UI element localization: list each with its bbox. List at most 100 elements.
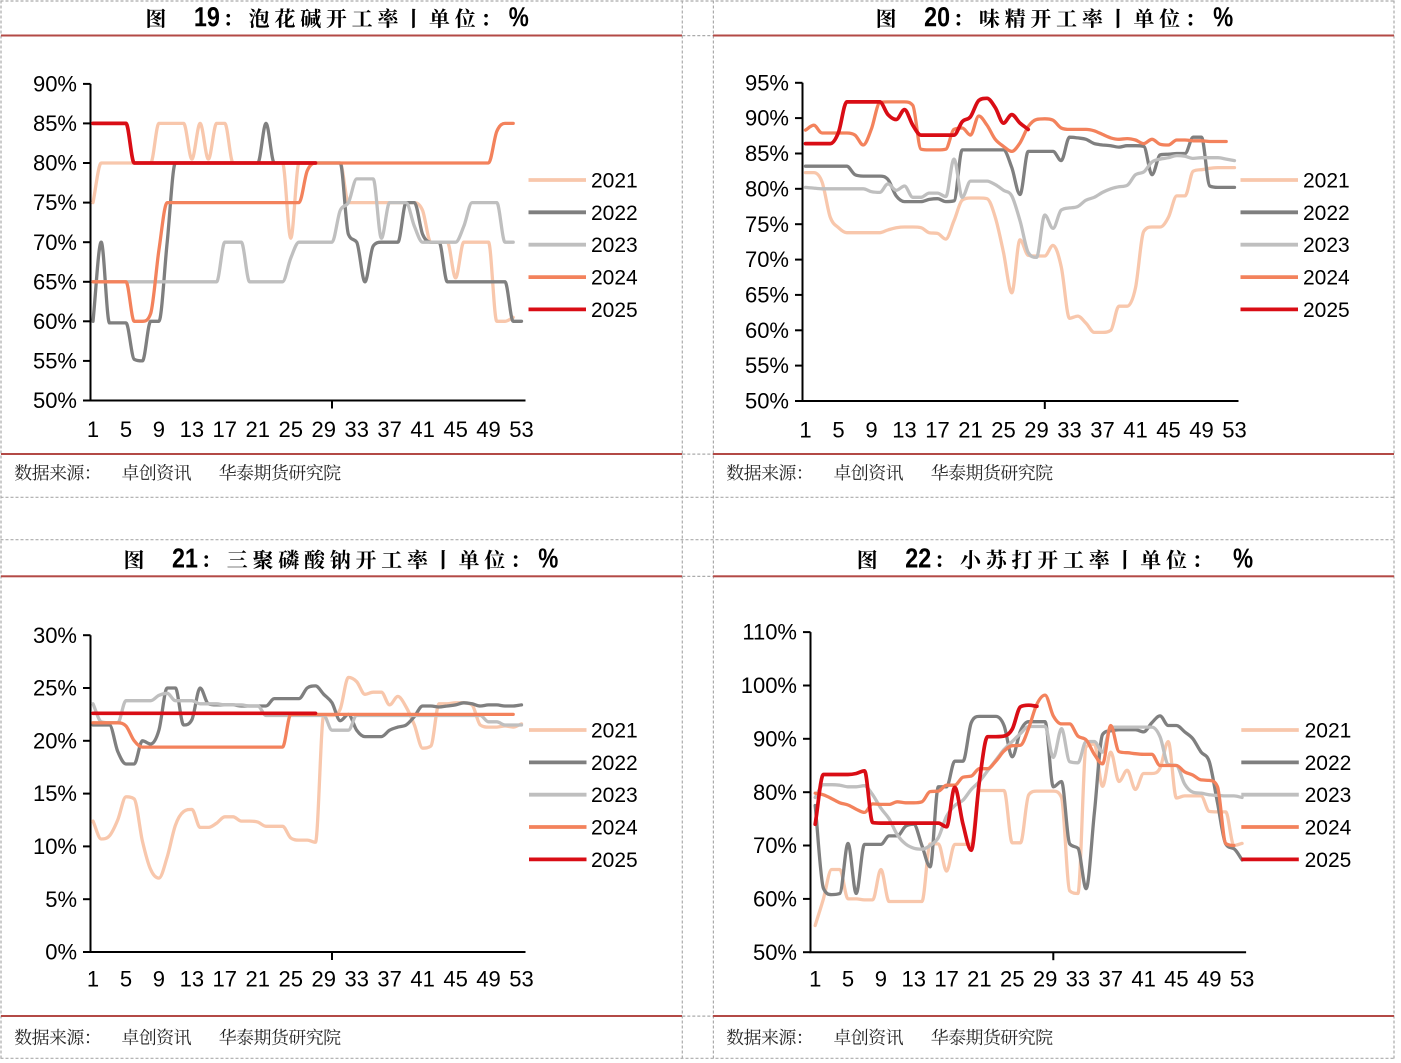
svg-text:2025: 2025	[1305, 849, 1352, 872]
svg-text:21: 21	[958, 418, 982, 443]
svg-text:65%: 65%	[33, 269, 77, 294]
svg-text:29: 29	[1033, 967, 1057, 992]
svg-text:9: 9	[875, 967, 887, 992]
svg-text:41: 41	[1131, 967, 1155, 992]
svg-text:55%: 55%	[33, 349, 77, 374]
svg-text:5: 5	[120, 417, 132, 442]
svg-text:13: 13	[180, 966, 204, 991]
svg-text:2023: 2023	[1303, 234, 1350, 257]
svg-text:50%: 50%	[33, 388, 77, 413]
svg-text:5%: 5%	[45, 887, 77, 912]
svg-text:41: 41	[410, 417, 434, 442]
svg-text:13: 13	[180, 417, 204, 442]
svg-text:5: 5	[842, 967, 854, 992]
svg-text:25: 25	[279, 417, 303, 442]
svg-text:9: 9	[865, 418, 877, 443]
svg-text:50%: 50%	[753, 940, 797, 965]
svg-text:1: 1	[87, 966, 99, 991]
svg-text:37: 37	[1099, 967, 1123, 992]
svg-text:45: 45	[443, 417, 467, 442]
svg-text:21: 21	[246, 966, 270, 991]
svg-text:21: 21	[246, 417, 270, 442]
svg-text:33: 33	[344, 417, 368, 442]
svg-text:95%: 95%	[745, 70, 789, 95]
svg-text:1: 1	[87, 417, 99, 442]
svg-text:2023: 2023	[1305, 784, 1352, 807]
svg-text:5: 5	[120, 966, 132, 991]
svg-text:49: 49	[476, 966, 500, 991]
svg-text:41: 41	[410, 966, 434, 991]
svg-text:60%: 60%	[745, 318, 789, 343]
svg-text:10%: 10%	[33, 834, 77, 859]
svg-text:80%: 80%	[745, 176, 789, 201]
svg-text:15%: 15%	[33, 781, 77, 806]
svg-text:30%: 30%	[33, 623, 77, 648]
svg-text:70%: 70%	[745, 247, 789, 272]
svg-text:45: 45	[443, 966, 467, 991]
svg-text:29: 29	[1024, 418, 1048, 443]
svg-text:45: 45	[1164, 967, 1188, 992]
svg-text:2025: 2025	[1303, 299, 1350, 322]
svg-text:37: 37	[377, 966, 401, 991]
svg-text:9: 9	[153, 417, 165, 442]
svg-text:53: 53	[509, 417, 533, 442]
svg-text:25%: 25%	[33, 676, 77, 701]
svg-text:17: 17	[934, 967, 958, 992]
svg-text:2021: 2021	[591, 719, 638, 742]
svg-text:2023: 2023	[591, 784, 638, 807]
svg-text:13: 13	[901, 967, 925, 992]
svg-text:5: 5	[832, 418, 844, 443]
svg-text:53: 53	[1222, 418, 1246, 443]
svg-text:100%: 100%	[741, 673, 797, 698]
svg-text:33: 33	[344, 966, 368, 991]
svg-text:49: 49	[1197, 967, 1221, 992]
svg-text:75%: 75%	[745, 212, 789, 237]
svg-text:25: 25	[991, 418, 1015, 443]
svg-text:1: 1	[809, 967, 821, 992]
svg-text:37: 37	[377, 417, 401, 442]
svg-text:9: 9	[153, 966, 165, 991]
svg-text:2023: 2023	[591, 234, 638, 257]
svg-text:41: 41	[1123, 418, 1147, 443]
svg-text:33: 33	[1066, 967, 1090, 992]
svg-text:29: 29	[311, 417, 335, 442]
svg-text:17: 17	[213, 966, 237, 991]
svg-text:2022: 2022	[1305, 752, 1352, 775]
svg-text:25: 25	[1000, 967, 1024, 992]
svg-text:33: 33	[1057, 418, 1081, 443]
svg-text:0%: 0%	[45, 940, 77, 965]
svg-text:110%: 110%	[742, 620, 797, 645]
svg-text:2024: 2024	[1303, 266, 1350, 289]
svg-text:2021: 2021	[1305, 719, 1352, 742]
svg-text:70%: 70%	[33, 230, 77, 255]
svg-text:90%: 90%	[753, 726, 797, 751]
svg-text:49: 49	[1189, 418, 1213, 443]
svg-text:90%: 90%	[745, 106, 789, 131]
svg-text:65%: 65%	[745, 283, 789, 308]
svg-text:80%: 80%	[33, 151, 77, 176]
svg-text:45: 45	[1156, 418, 1180, 443]
svg-text:2025: 2025	[591, 849, 638, 872]
svg-text:60%: 60%	[753, 887, 797, 912]
svg-text:2022: 2022	[591, 202, 638, 225]
svg-text:60%: 60%	[33, 309, 77, 334]
svg-text:75%: 75%	[33, 190, 77, 215]
svg-text:2024: 2024	[591, 266, 638, 289]
svg-text:80%: 80%	[753, 780, 797, 805]
svg-text:85%: 85%	[33, 111, 77, 136]
svg-text:20%: 20%	[33, 728, 77, 753]
svg-text:2021: 2021	[591, 169, 638, 192]
svg-text:2022: 2022	[1303, 202, 1350, 225]
svg-text:53: 53	[1230, 967, 1254, 992]
svg-text:55%: 55%	[745, 353, 789, 378]
svg-text:50%: 50%	[745, 389, 789, 414]
svg-text:1: 1	[799, 418, 811, 443]
svg-text:70%: 70%	[753, 833, 797, 858]
svg-text:29: 29	[311, 966, 335, 991]
svg-text:17: 17	[213, 417, 237, 442]
svg-text:13: 13	[892, 418, 916, 443]
svg-text:2025: 2025	[591, 299, 638, 322]
svg-text:37: 37	[1090, 418, 1114, 443]
svg-text:2024: 2024	[1305, 816, 1352, 839]
svg-text:21: 21	[967, 967, 991, 992]
